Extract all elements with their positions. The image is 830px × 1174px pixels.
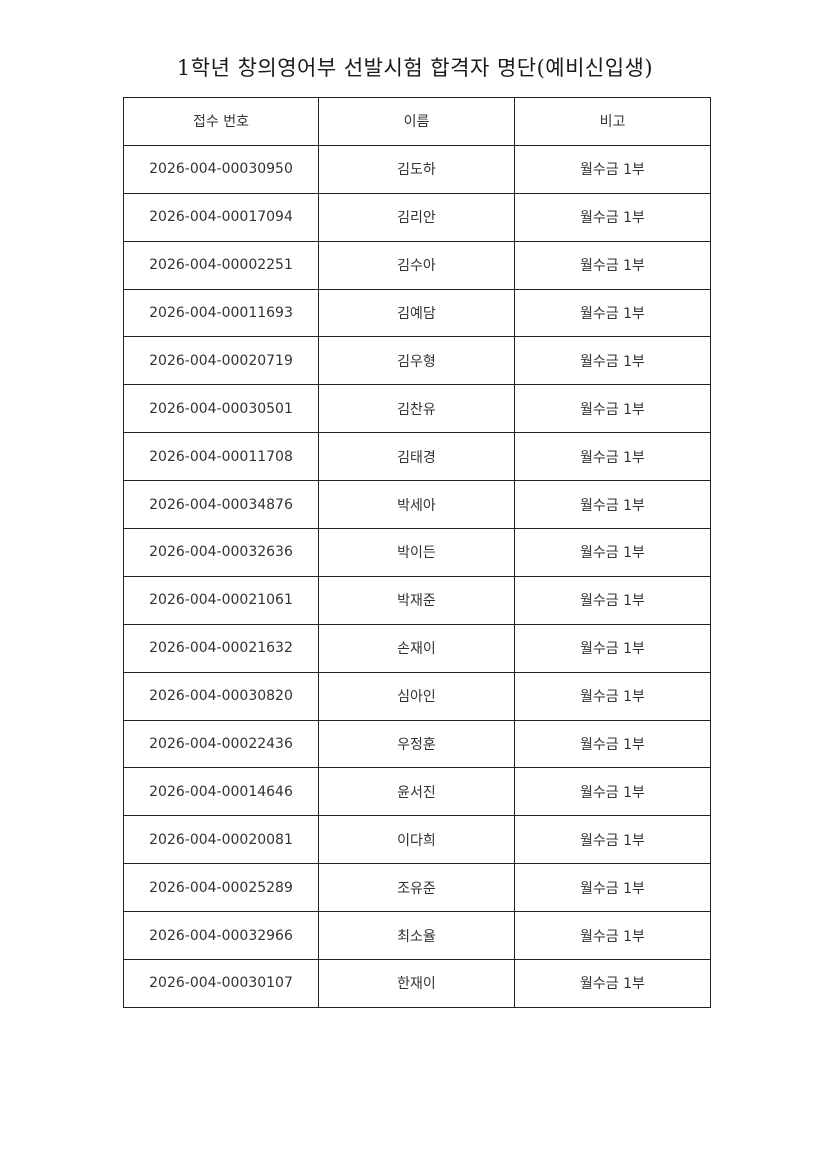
application-number-cell: 2026-004-00020081	[123, 815, 319, 865]
application-number-cell: 2026-004-00030950	[123, 144, 319, 194]
application-number-cell: 2026-004-00030501	[123, 384, 319, 434]
name-cell: 이다희	[318, 815, 515, 865]
remarks-cell: 월수금 1부	[514, 671, 711, 721]
remarks-cell: 월수금 1부	[514, 623, 711, 673]
table-row: 2026-004-00030107 한재이 월수금 1부	[123, 959, 711, 1008]
remarks-cell: 월수금 1부	[514, 815, 711, 865]
name-cell: 한재이	[318, 959, 515, 1008]
remarks-cell: 월수금 1부	[514, 480, 711, 530]
remarks-cell: 월수금 1부	[514, 192, 711, 242]
remarks-cell: 월수금 1부	[514, 384, 711, 434]
application-number-cell: 2026-004-00032636	[123, 528, 319, 577]
table-row: 2026-004-00022436 우정훈 월수금 1부	[123, 719, 711, 769]
remarks-cell: 월수금 1부	[514, 528, 711, 577]
table-row: 2026-004-00032966 최소율 월수금 1부	[123, 911, 711, 961]
application-number-cell: 2026-004-00021632	[123, 623, 319, 673]
name-cell: 조유준	[318, 863, 515, 913]
application-number-cell: 2026-004-00014646	[123, 767, 319, 817]
application-number-cell: 2026-004-00022436	[123, 719, 319, 769]
application-number-cell: 2026-004-00021061	[123, 575, 319, 625]
name-cell: 최소율	[318, 911, 515, 961]
applicant-table: 접수 번호 이름 비고 2026-004-00030950 김도하 월수금 1부 20…	[123, 97, 711, 1008]
application-number-cell: 2026-004-00032966	[123, 911, 319, 961]
name-cell: 김예담	[318, 288, 515, 338]
table-row: 2026-004-00030950 김도하 월수금 1부	[123, 144, 711, 194]
table-row: 2026-004-00011708 김태경 월수금 1부	[123, 432, 711, 482]
name-cell: 박이든	[318, 528, 515, 577]
table-row: 2026-004-00030501 김찬유 월수금 1부	[123, 384, 711, 434]
remarks-cell: 월수금 1부	[514, 432, 711, 482]
document-title: 1학년 창의영어부 선발시험 합격자 명단(예비신입생)	[176, 56, 654, 80]
name-cell: 손재이	[318, 623, 515, 673]
header-name: 이름	[318, 97, 515, 146]
table-row: 2026-004-00025289 조유준 월수금 1부	[123, 863, 711, 913]
name-cell: 심아인	[318, 671, 515, 721]
remarks-cell: 월수금 1부	[514, 240, 711, 290]
remarks-cell: 월수금 1부	[514, 288, 711, 338]
remarks-cell: 월수금 1부	[514, 911, 711, 961]
header-application-number: 접수 번호	[123, 97, 319, 146]
name-cell: 김태경	[318, 432, 515, 482]
name-cell: 김찬유	[318, 384, 515, 434]
table-row: 2026-004-00021061 박재준 월수금 1부	[123, 575, 711, 625]
name-cell: 김우형	[318, 336, 515, 386]
remarks-cell: 월수금 1부	[514, 144, 711, 194]
table-row: 2026-004-00020719 김우형 월수금 1부	[123, 336, 711, 386]
name-cell: 김수아	[318, 240, 515, 290]
table-row: 2026-004-00014646 윤서진 월수금 1부	[123, 767, 711, 817]
application-number-cell: 2026-004-00025289	[123, 863, 319, 913]
table-row: 2026-004-00021632 손재이 월수금 1부	[123, 623, 711, 673]
table-row: 2026-004-00030820 심아인 월수금 1부	[123, 671, 711, 721]
header-remarks: 비고	[514, 97, 711, 146]
table-row: 2026-004-00017094 김리안 월수금 1부	[123, 192, 711, 242]
remarks-cell: 월수금 1부	[514, 767, 711, 817]
name-cell: 윤서진	[318, 767, 515, 817]
name-cell: 박재준	[318, 575, 515, 625]
table-row: 2026-004-00011693 김예담 월수금 1부	[123, 288, 711, 338]
application-number-cell: 2026-004-00030107	[123, 959, 319, 1008]
remarks-cell: 월수금 1부	[514, 719, 711, 769]
application-number-cell: 2026-004-00030820	[123, 671, 319, 721]
application-number-cell: 2026-004-00002251	[123, 240, 319, 290]
application-number-cell: 2026-004-00020719	[123, 336, 319, 386]
table-row: 2026-004-00020081 이다희 월수금 1부	[123, 815, 711, 865]
table-row: 2026-004-00002251 김수아 월수금 1부	[123, 240, 711, 290]
name-cell: 김도하	[318, 144, 515, 194]
remarks-cell: 월수금 1부	[514, 336, 711, 386]
application-number-cell: 2026-004-00011693	[123, 288, 319, 338]
name-cell: 우정훈	[318, 719, 515, 769]
table-row: 2026-004-00034876 박세아 월수금 1부	[123, 480, 711, 530]
application-number-cell: 2026-004-00017094	[123, 192, 319, 242]
table-header-row: 접수 번호 이름 비고	[123, 97, 711, 146]
remarks-cell: 월수금 1부	[514, 863, 711, 913]
remarks-cell: 월수금 1부	[514, 575, 711, 625]
application-number-cell: 2026-004-00011708	[123, 432, 319, 482]
application-number-cell: 2026-004-00034876	[123, 480, 319, 530]
remarks-cell: 월수금 1부	[514, 959, 711, 1008]
table-row: 2026-004-00032636 박이든 월수금 1부	[123, 528, 711, 577]
name-cell: 박세아	[318, 480, 515, 530]
name-cell: 김리안	[318, 192, 515, 242]
